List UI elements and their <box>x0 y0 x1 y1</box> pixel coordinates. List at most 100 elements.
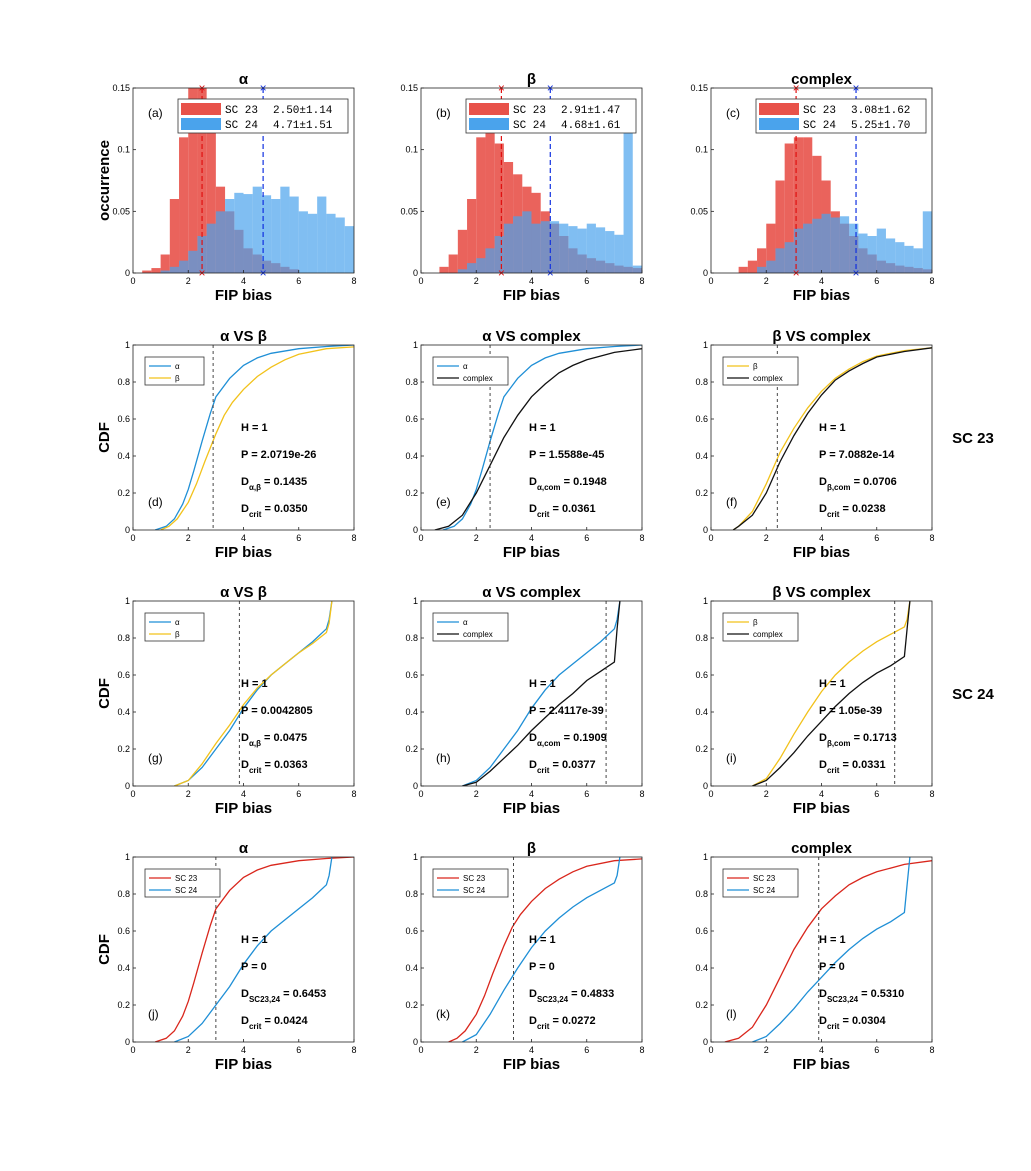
x-axis-label: FIP bias <box>503 1056 560 1073</box>
x-tick-label: 4 <box>529 789 534 799</box>
plot-area <box>154 857 354 1042</box>
panel-f: β VS complex β complex H = 1 P = 7.0882e-14 D… <box>695 328 934 561</box>
y-tick-label: 0.05 <box>690 206 708 216</box>
y-tick-label: 0.8 <box>405 377 418 387</box>
y-tick-label: 0.1 <box>405 145 418 155</box>
y-tick-label: 0.2 <box>117 744 130 754</box>
chart-title: α VS β <box>220 328 267 345</box>
legend-label: SC 23 <box>463 874 486 883</box>
y-tick-label: 0.8 <box>695 377 708 387</box>
y-tick-label: 0.2 <box>117 1000 130 1010</box>
stat-dcrit-subscript: crit <box>249 766 262 775</box>
stat-h: H = 1 <box>529 934 556 946</box>
x-tick-label: 8 <box>639 789 644 799</box>
stat-h: H = 1 <box>529 422 556 434</box>
y-axis-label: CDF <box>96 678 113 709</box>
histogram-bar <box>485 248 495 273</box>
legend: SC 23 SC 24 <box>722 868 799 898</box>
histogram-bar <box>439 266 449 273</box>
plot-area <box>434 345 642 530</box>
stat-dcrit-part: = 0.0350 <box>261 503 307 515</box>
stat-dcrit-part: D <box>529 759 537 771</box>
stat-dcrit: Dcrit = 0.0272 <box>529 1015 596 1031</box>
histogram-bar <box>326 213 336 273</box>
histogram-bar <box>457 229 468 273</box>
histogram-bar <box>494 236 504 273</box>
legend: SC 23 2.50±1.14 SC 24 4.71±1.51 <box>177 98 349 134</box>
y-axis-label: occurrence <box>96 140 113 221</box>
y-tick-label: 0.2 <box>405 1000 418 1010</box>
legend-box <box>722 356 799 386</box>
cdf-line-α <box>174 601 333 786</box>
y-tick-label: 0.4 <box>117 707 130 717</box>
row-label-sc24: SC 24 <box>952 686 994 703</box>
histogram-bar <box>261 195 272 273</box>
legend-name: SC 24 <box>225 120 258 132</box>
x-tick-label: 8 <box>639 1045 644 1055</box>
x-tick-label: 6 <box>874 1045 879 1055</box>
stat-dcrit-part: D <box>241 503 249 515</box>
x-tick-label: 0 <box>130 789 135 799</box>
y-tick-label: 0 <box>703 268 708 278</box>
panel-label: (e) <box>436 495 451 509</box>
chart-title: α VS complex <box>482 584 581 601</box>
y-tick-label: 0.15 <box>690 83 708 93</box>
series-sc24 <box>757 88 950 273</box>
stat-dcrit-subscript: crit <box>249 1022 262 1031</box>
stat-dcrit-part: D <box>241 759 249 771</box>
x-tick-label: 2 <box>186 1045 191 1055</box>
stat-d-part: D <box>241 732 249 744</box>
stat-d-part: = 0.0706 <box>851 476 897 488</box>
y-tick-label: 0.2 <box>117 488 130 498</box>
histogram-bar <box>252 186 262 273</box>
y-tick-label: 0 <box>125 781 130 791</box>
x-axis-label: FIP bias <box>215 800 272 817</box>
histogram-bar <box>803 223 813 273</box>
x-tick-label: 4 <box>241 276 246 286</box>
panel-label: (a) <box>148 106 163 120</box>
legend-swatch <box>469 103 509 115</box>
x-tick-label: 4 <box>241 1045 246 1055</box>
histogram-bar <box>476 137 486 273</box>
stat-d: DSC23,24 = 0.4833 <box>529 988 614 1004</box>
histogram-bar <box>160 254 170 273</box>
legend: SC 23 SC 24 <box>144 868 221 898</box>
stat-d-part: D <box>241 988 249 1000</box>
x-tick-label: 8 <box>639 533 644 543</box>
y-tick-label: 0.2 <box>405 744 418 754</box>
panel-d: α VS β αβ H = 1 P = 2.0719e-26 Dα,β = 0.1435… <box>96 328 357 561</box>
y-tick-label: 0 <box>413 525 418 535</box>
stat-d-subscript: SC23,24 <box>249 995 281 1004</box>
legend-label: β <box>753 618 758 627</box>
y-tick-label: 0.8 <box>405 889 418 899</box>
histogram-bar <box>632 265 642 273</box>
stat-d-part: = 0.1435 <box>261 476 307 488</box>
stat-dcrit: Dcrit = 0.0238 <box>819 503 886 519</box>
y-tick-label: 0.2 <box>695 744 708 754</box>
histogram-bar <box>586 223 596 273</box>
cdf-line-sc24 <box>174 857 333 1042</box>
histogram-bar <box>577 228 587 273</box>
plot-area <box>448 857 642 1042</box>
panel-label: (d) <box>148 495 163 509</box>
y-tick-label: 0 <box>413 1037 418 1047</box>
x-tick-label: 0 <box>130 533 135 543</box>
legend: αβ <box>144 612 205 642</box>
x-tick-label: 2 <box>474 789 479 799</box>
x-tick-label: 6 <box>874 276 879 286</box>
stat-d-part: D <box>529 476 537 488</box>
stat-d-part: = 0.4833 <box>568 988 614 1000</box>
test-statistics: H = 1 P = 1.5588e-45 Dα,com = 0.1948 Dcrit … <box>529 422 607 519</box>
stat-p: P = 1.5588e-45 <box>529 449 604 461</box>
histogram-bar <box>941 266 950 273</box>
stat-d-subscript: SC23,24 <box>537 995 569 1004</box>
histogram-bar <box>234 192 244 273</box>
y-tick-label: 0.6 <box>117 926 130 936</box>
histogram-bar <box>169 199 180 273</box>
x-tick-label: 0 <box>418 276 423 286</box>
y-tick-label: 0.8 <box>695 889 708 899</box>
chart-title: β VS complex <box>772 584 871 601</box>
stat-d-subscript: β,com <box>827 739 851 748</box>
